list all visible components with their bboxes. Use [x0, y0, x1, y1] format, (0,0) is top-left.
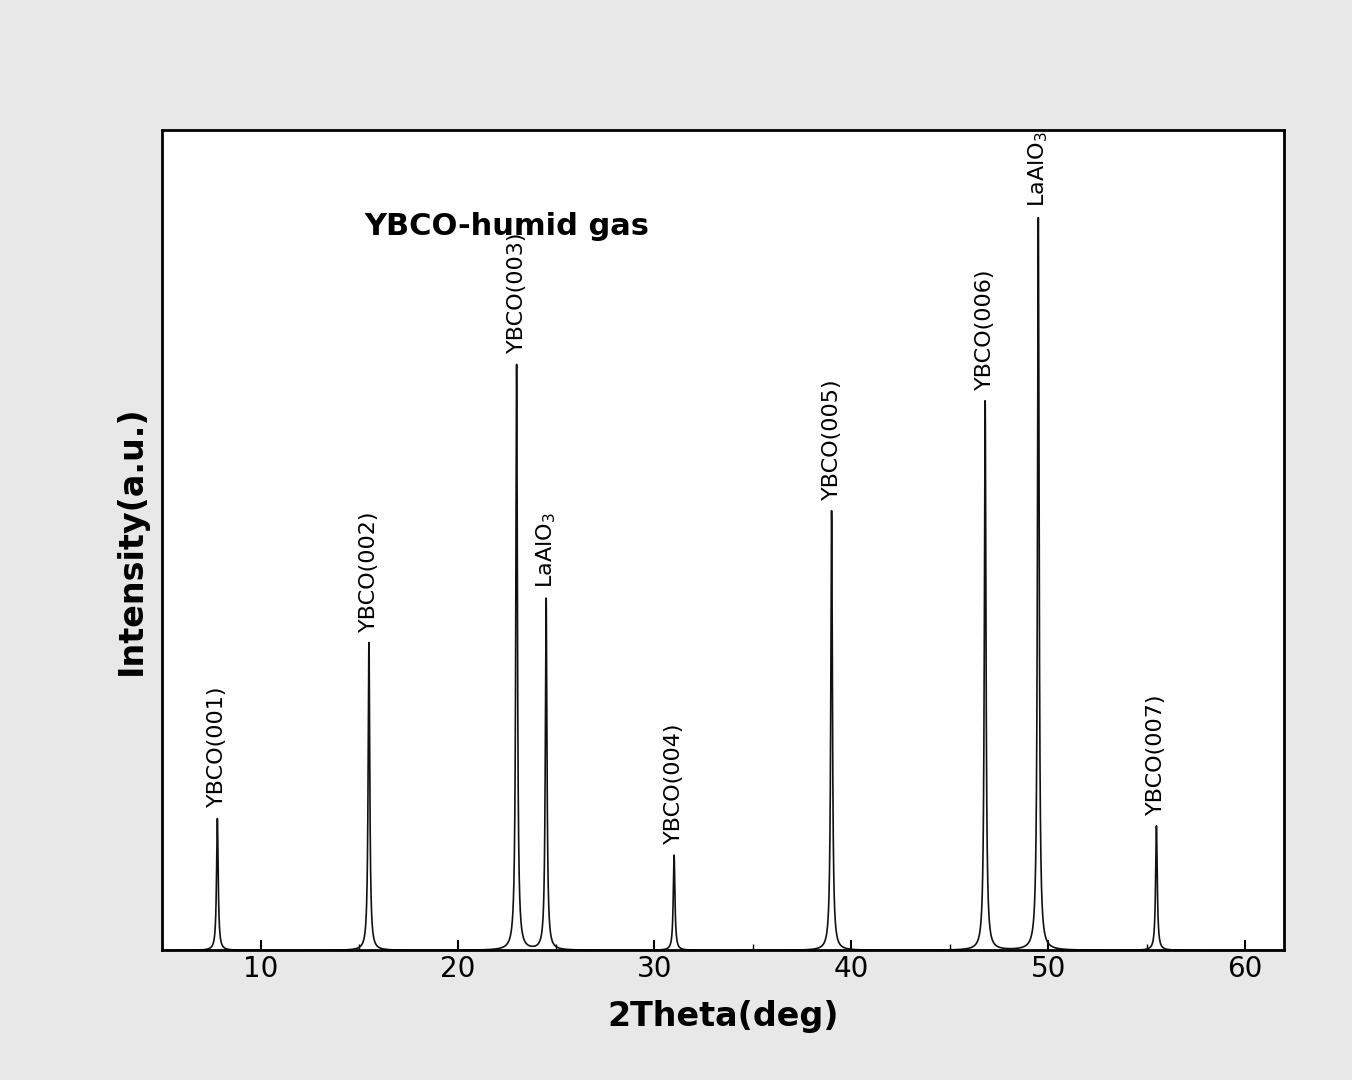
Y-axis label: Intensity(a.u.): Intensity(a.u.) [115, 405, 149, 675]
X-axis label: 2Theta(deg): 2Theta(deg) [607, 1000, 840, 1032]
Text: YBCO(005): YBCO(005) [822, 378, 841, 500]
Text: LaAlO$_3$: LaAlO$_3$ [534, 512, 558, 588]
Text: YBCO(002): YBCO(002) [358, 510, 379, 632]
Text: YBCO(003): YBCO(003) [507, 231, 527, 353]
Text: YBCO(004): YBCO(004) [664, 723, 684, 845]
Text: YBCO(001): YBCO(001) [207, 686, 227, 808]
Text: LaAlO$_3$: LaAlO$_3$ [1026, 131, 1051, 206]
Text: YBCO(007): YBCO(007) [1146, 693, 1167, 814]
Text: YBCO-humid gas: YBCO-humid gas [364, 212, 649, 241]
Text: YBCO(006): YBCO(006) [975, 268, 995, 390]
